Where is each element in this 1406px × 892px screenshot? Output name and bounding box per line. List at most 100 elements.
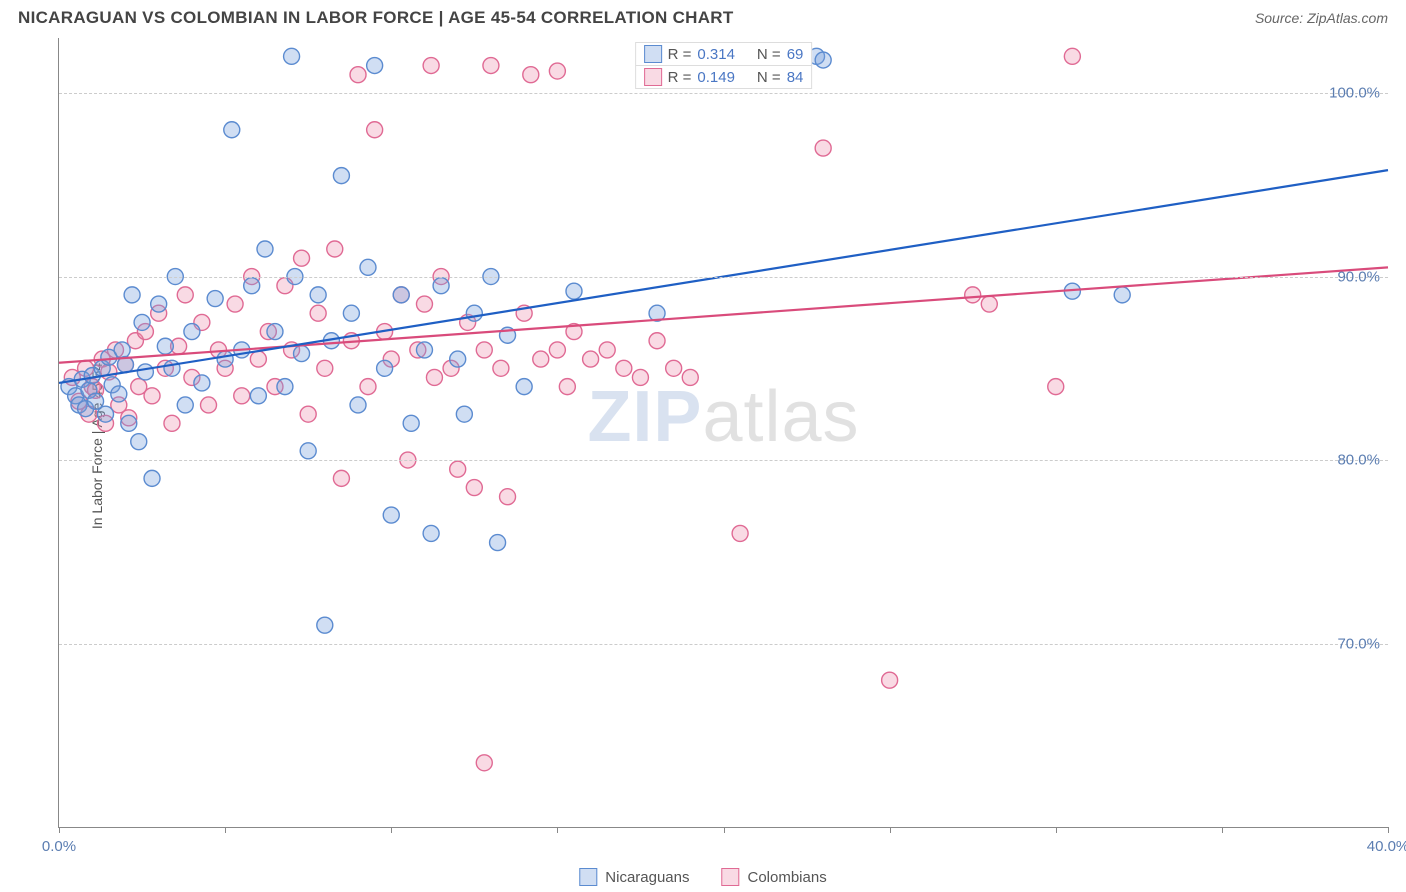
point-colombians — [632, 369, 648, 385]
point-colombians — [144, 388, 160, 404]
swatch-colombians-2 — [722, 868, 740, 886]
point-colombians — [227, 296, 243, 312]
point-nicaraguans — [333, 168, 349, 184]
point-colombians — [423, 58, 439, 74]
point-nicaraguans — [433, 278, 449, 294]
point-colombians — [466, 480, 482, 496]
point-nicaraguans — [350, 397, 366, 413]
point-nicaraguans — [416, 342, 432, 358]
point-colombians — [450, 461, 466, 477]
point-nicaraguans — [360, 259, 376, 275]
point-colombians — [300, 406, 316, 422]
point-nicaraguans — [383, 507, 399, 523]
chart-title: NICARAGUAN VS COLOMBIAN IN LABOR FORCE |… — [18, 8, 734, 28]
point-nicaraguans — [124, 287, 140, 303]
legend-item-colombians: Colombians — [722, 868, 827, 886]
point-colombians — [559, 379, 575, 395]
point-nicaraguans — [250, 388, 266, 404]
point-nicaraguans — [317, 617, 333, 633]
legend-stats-row-nicaraguans: R = 0.314 N = 69 — [635, 42, 813, 66]
point-nicaraguans — [490, 535, 506, 551]
point-nicaraguans — [134, 314, 150, 330]
point-colombians — [732, 525, 748, 541]
point-nicaraguans — [111, 386, 127, 402]
point-colombians — [493, 360, 509, 376]
point-colombians — [599, 342, 615, 358]
point-nicaraguans — [137, 364, 153, 380]
point-nicaraguans — [131, 434, 147, 450]
point-colombians — [201, 397, 217, 413]
point-nicaraguans — [300, 443, 316, 459]
point-colombians — [882, 672, 898, 688]
point-nicaraguans — [144, 470, 160, 486]
point-colombians — [549, 342, 565, 358]
point-colombians — [234, 388, 250, 404]
point-colombians — [523, 67, 539, 83]
point-colombians — [476, 755, 492, 771]
swatch-colombians — [644, 68, 662, 86]
point-nicaraguans — [224, 122, 240, 138]
point-colombians — [533, 351, 549, 367]
plot-svg — [59, 38, 1388, 827]
point-nicaraguans — [257, 241, 273, 257]
point-colombians — [965, 287, 981, 303]
legend-stats-row-colombians: R = 0.149 N = 84 — [635, 65, 813, 89]
point-colombians — [317, 360, 333, 376]
point-nicaraguans — [217, 351, 233, 367]
point-colombians — [367, 122, 383, 138]
point-nicaraguans — [450, 351, 466, 367]
point-nicaraguans — [194, 375, 210, 391]
point-colombians — [549, 63, 565, 79]
point-colombians — [981, 296, 997, 312]
point-nicaraguans — [377, 360, 393, 376]
point-nicaraguans — [184, 324, 200, 340]
point-nicaraguans — [121, 415, 137, 431]
point-colombians — [682, 369, 698, 385]
point-nicaraguans — [157, 338, 173, 354]
point-nicaraguans — [151, 296, 167, 312]
legend-item-nicaraguans: Nicaraguans — [579, 868, 689, 886]
point-colombians — [483, 58, 499, 74]
point-nicaraguans — [403, 415, 419, 431]
swatch-nicaraguans-2 — [579, 868, 597, 886]
point-colombians — [333, 470, 349, 486]
xtick-label: 40.0% — [1367, 838, 1406, 855]
ytick-label: 100.0% — [1329, 85, 1380, 102]
point-nicaraguans — [466, 305, 482, 321]
point-nicaraguans — [516, 379, 532, 395]
point-nicaraguans — [1114, 287, 1130, 303]
point-nicaraguans — [277, 379, 293, 395]
point-nicaraguans — [207, 291, 223, 307]
point-nicaraguans — [423, 525, 439, 541]
point-nicaraguans — [284, 48, 300, 64]
point-colombians — [360, 379, 376, 395]
point-nicaraguans — [393, 287, 409, 303]
point-colombians — [310, 305, 326, 321]
point-colombians — [476, 342, 492, 358]
legend-stats: R = 0.314 N = 69 R = 0.149 N = 84 — [635, 42, 813, 88]
point-nicaraguans — [164, 360, 180, 376]
point-nicaraguans — [294, 346, 310, 362]
point-colombians — [815, 140, 831, 156]
point-nicaraguans — [267, 324, 283, 340]
point-nicaraguans — [310, 287, 326, 303]
point-nicaraguans — [815, 52, 831, 68]
point-nicaraguans — [343, 305, 359, 321]
point-nicaraguans — [456, 406, 472, 422]
point-colombians — [616, 360, 632, 376]
ytick-label: 80.0% — [1337, 452, 1380, 469]
point-colombians — [416, 296, 432, 312]
point-colombians — [350, 67, 366, 83]
ytick-label: 90.0% — [1337, 268, 1380, 285]
point-colombians — [500, 489, 516, 505]
swatch-nicaraguans — [644, 45, 662, 63]
point-nicaraguans — [367, 58, 383, 74]
point-colombians — [327, 241, 343, 257]
point-colombians — [294, 250, 310, 266]
point-colombians — [1048, 379, 1064, 395]
point-nicaraguans — [177, 397, 193, 413]
point-colombians — [250, 351, 266, 367]
point-nicaraguans — [244, 278, 260, 294]
point-nicaraguans — [114, 342, 130, 358]
point-nicaraguans — [98, 406, 114, 422]
